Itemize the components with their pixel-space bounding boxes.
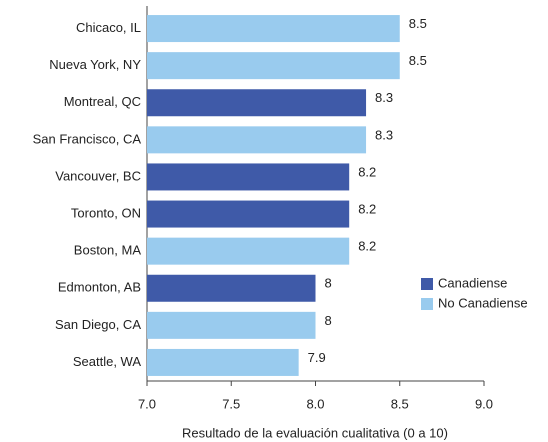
legend-swatch <box>421 278 433 290</box>
data-label: 7.9 <box>308 350 326 365</box>
y-tick-label: Seattle, WA <box>73 354 141 369</box>
x-tick-label: 7.0 <box>138 396 156 411</box>
data-label: 8.3 <box>375 127 393 142</box>
data-label: 8.2 <box>358 239 376 254</box>
bar <box>147 348 299 376</box>
legend-swatch <box>421 298 433 310</box>
data-label: 8.2 <box>358 164 376 179</box>
y-tick-label: Vancouver, BC <box>55 168 141 183</box>
y-tick-label: Toronto, ON <box>71 205 141 220</box>
x-axis-label: Resultado de la evaluación cualitativa (… <box>182 425 448 440</box>
bar <box>147 274 316 302</box>
data-label: 8 <box>325 313 332 328</box>
data-label: 8.3 <box>375 90 393 105</box>
bar <box>147 237 350 265</box>
data-label: 8.2 <box>358 201 376 216</box>
y-tick-label: San Francisco, CA <box>33 131 142 146</box>
data-label: 8.5 <box>409 53 427 68</box>
legend-label: Canadiense <box>438 275 507 290</box>
x-tick-label: 8.5 <box>391 396 409 411</box>
bar <box>147 52 400 80</box>
y-tick-label: Edmonton, AB <box>58 280 141 295</box>
y-tick-label: Boston, MA <box>74 243 142 258</box>
bar <box>147 163 350 191</box>
y-tick-label: San Diego, CA <box>55 317 141 332</box>
bar <box>147 126 367 154</box>
data-label: 8.5 <box>409 16 427 31</box>
x-tick-label: 7.5 <box>222 396 240 411</box>
legend-label: No Canadiense <box>438 295 528 310</box>
y-tick-label: Nueva York, NY <box>49 57 141 72</box>
y-tick-label: Montreal, QC <box>64 94 141 109</box>
x-tick-label: 9.0 <box>475 396 493 411</box>
bar <box>147 15 400 43</box>
y-tick-label: Chicaco, IL <box>76 20 141 35</box>
data-label: 8 <box>325 276 332 291</box>
bar <box>147 89 367 117</box>
bar <box>147 311 316 339</box>
x-tick-label: 8.0 <box>306 396 324 411</box>
bar <box>147 200 350 228</box>
